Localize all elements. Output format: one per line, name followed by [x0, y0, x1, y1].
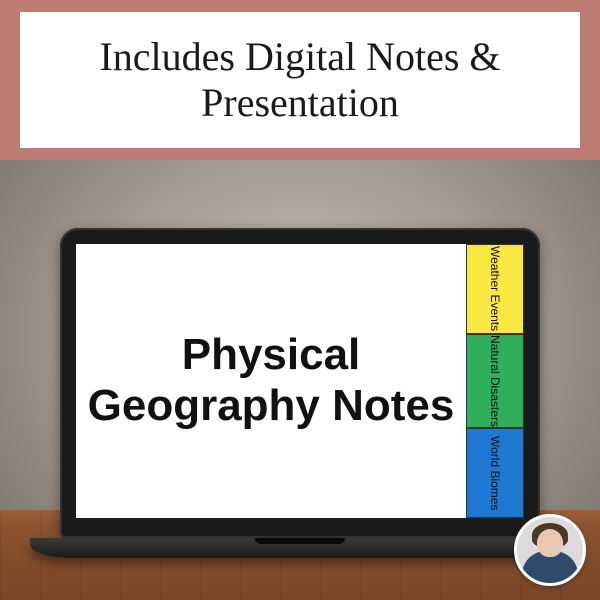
screen-main-area: Physical Geography Notes — [76, 244, 466, 518]
tab-label: World Biomes — [488, 436, 502, 510]
avatar-head — [537, 529, 563, 557]
laptop-screen: Physical Geography Notes Weather Events … — [76, 244, 524, 518]
header-text: Includes Digital Notes & Presentation — [40, 34, 560, 126]
tab-label: Weather Events — [488, 246, 502, 331]
header-band: Includes Digital Notes & Presentation — [0, 0, 600, 160]
screen-title: Physical Geography Notes — [86, 330, 456, 431]
tab-world-biomes[interactable]: World Biomes — [466, 428, 524, 518]
scene-background: Physical Geography Notes Weather Events … — [0, 160, 600, 600]
tab-weather-events[interactable]: Weather Events — [466, 244, 524, 334]
header-box: Includes Digital Notes & Presentation — [20, 12, 580, 148]
laptop-base — [30, 538, 570, 558]
avatar — [514, 514, 586, 586]
tabs-column: Weather Events Natural Disasters World B… — [466, 244, 524, 518]
tab-natural-disasters[interactable]: Natural Disasters — [466, 334, 524, 428]
laptop: Physical Geography Notes Weather Events … — [60, 228, 540, 558]
tab-label: Natural Disasters — [488, 335, 502, 427]
laptop-screen-frame: Physical Geography Notes Weather Events … — [60, 228, 540, 538]
